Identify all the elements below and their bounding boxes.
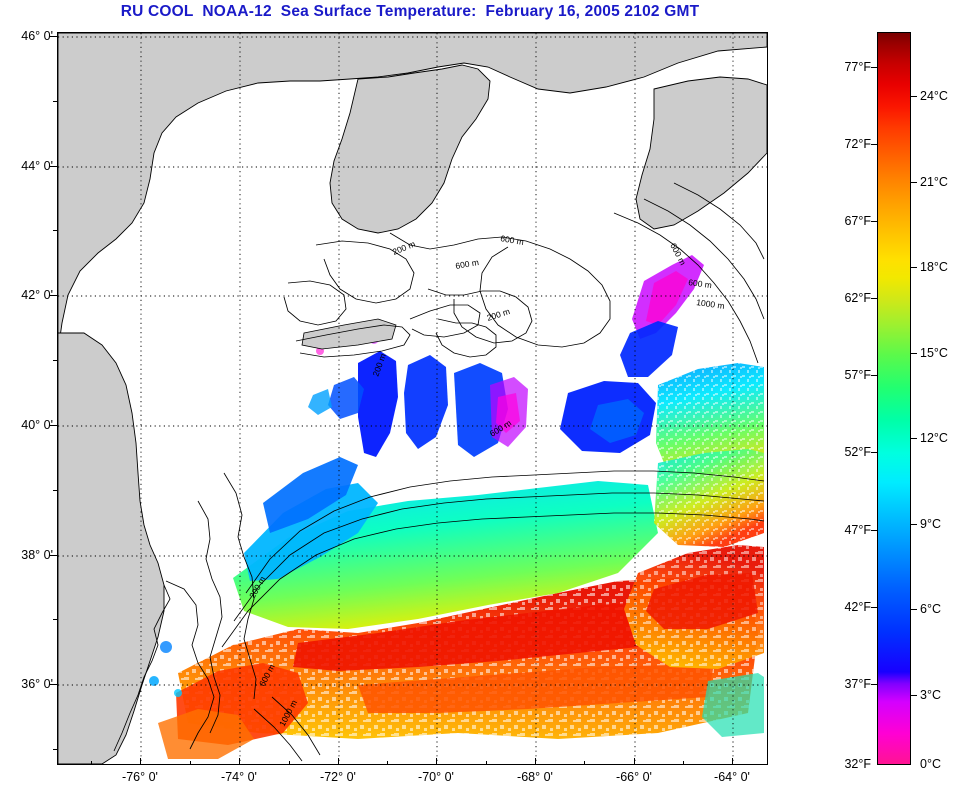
y-tick-label: 42° 0'	[21, 288, 53, 302]
cbar-f-tick: 37°F	[844, 677, 871, 691]
cbar-c-tick: 9°C	[920, 517, 941, 531]
page-title: RU COOL NOAA-12 Sea Surface Temperature:…	[120, 3, 700, 20]
coastline-and-bathymetry	[113, 182, 765, 762]
svg-text:600 m: 600 m	[455, 257, 480, 271]
x-tick-label: -76° 0'	[122, 770, 158, 784]
y-tick-label: 38° 0'	[21, 548, 53, 562]
sst-raster	[149, 255, 764, 759]
x-tick-label: -70° 0'	[418, 770, 454, 784]
cbar-f-tick: 62°F	[844, 291, 871, 305]
cbar-c-tick: 12°C	[920, 431, 948, 445]
svg-text:600 m: 600 m	[688, 277, 713, 290]
land-mask	[58, 33, 767, 764]
cbar-c-tick: 0°C	[920, 757, 941, 771]
cbar-f-tick: 72°F	[844, 137, 871, 151]
temperature-colorbar[interactable]	[877, 32, 911, 765]
sst-map: 200 m 600 m 600 m 200 m 600 m 600 m 1000…	[58, 33, 767, 764]
cbar-f-tick: 67°F	[844, 214, 871, 228]
cbar-f-tick: 42°F	[844, 600, 871, 614]
cbar-c-tick: 15°C	[920, 346, 948, 360]
cbar-c-tick: 24°C	[920, 89, 948, 103]
map-plot-area[interactable]: 200 m 600 m 600 m 200 m 600 m 600 m 1000…	[57, 32, 768, 765]
map-gridlines	[58, 33, 767, 764]
cbar-c-tick: 3°C	[920, 688, 941, 702]
x-tick-label: -72° 0'	[320, 770, 356, 784]
cbar-f-tick: 32°F	[844, 757, 871, 771]
cbar-c-tick: 18°C	[920, 260, 948, 274]
colorbar-fahrenheit-labels: 77°F 72°F 67°F 62°F 57°F 52°F 47°F 42°F …	[823, 0, 871, 793]
svg-text:1000 m: 1000 m	[696, 297, 725, 311]
y-tick-label: 36° 0'	[21, 677, 53, 691]
y-tick-label: 40° 0'	[21, 418, 53, 432]
cbar-c-tick: 21°C	[920, 175, 948, 189]
svg-text:600 m: 600 m	[500, 233, 525, 247]
cbar-f-tick: 77°F	[844, 60, 871, 74]
latitude-axis: 46° 0' 44° 0' 42° 0' 40° 0' 38° 0' 36° 0…	[0, 0, 53, 793]
x-tick-label: -66° 0'	[616, 770, 652, 784]
x-tick-label: -68° 0'	[517, 770, 553, 784]
x-tick-label: -74° 0'	[221, 770, 257, 784]
cbar-f-tick: 47°F	[844, 523, 871, 537]
x-tick-label: -64° 0'	[714, 770, 750, 784]
cbar-f-tick: 57°F	[844, 368, 871, 382]
colorbar-celsius-labels: 24°C 21°C 18°C 15°C 12°C 9°C 6°C 3°C 0°C	[920, 0, 968, 793]
cbar-c-tick: 6°C	[920, 602, 941, 616]
cbar-f-tick: 52°F	[844, 445, 871, 459]
y-tick-label: 46° 0'	[21, 29, 53, 43]
y-tick-label: 44° 0'	[21, 159, 53, 173]
